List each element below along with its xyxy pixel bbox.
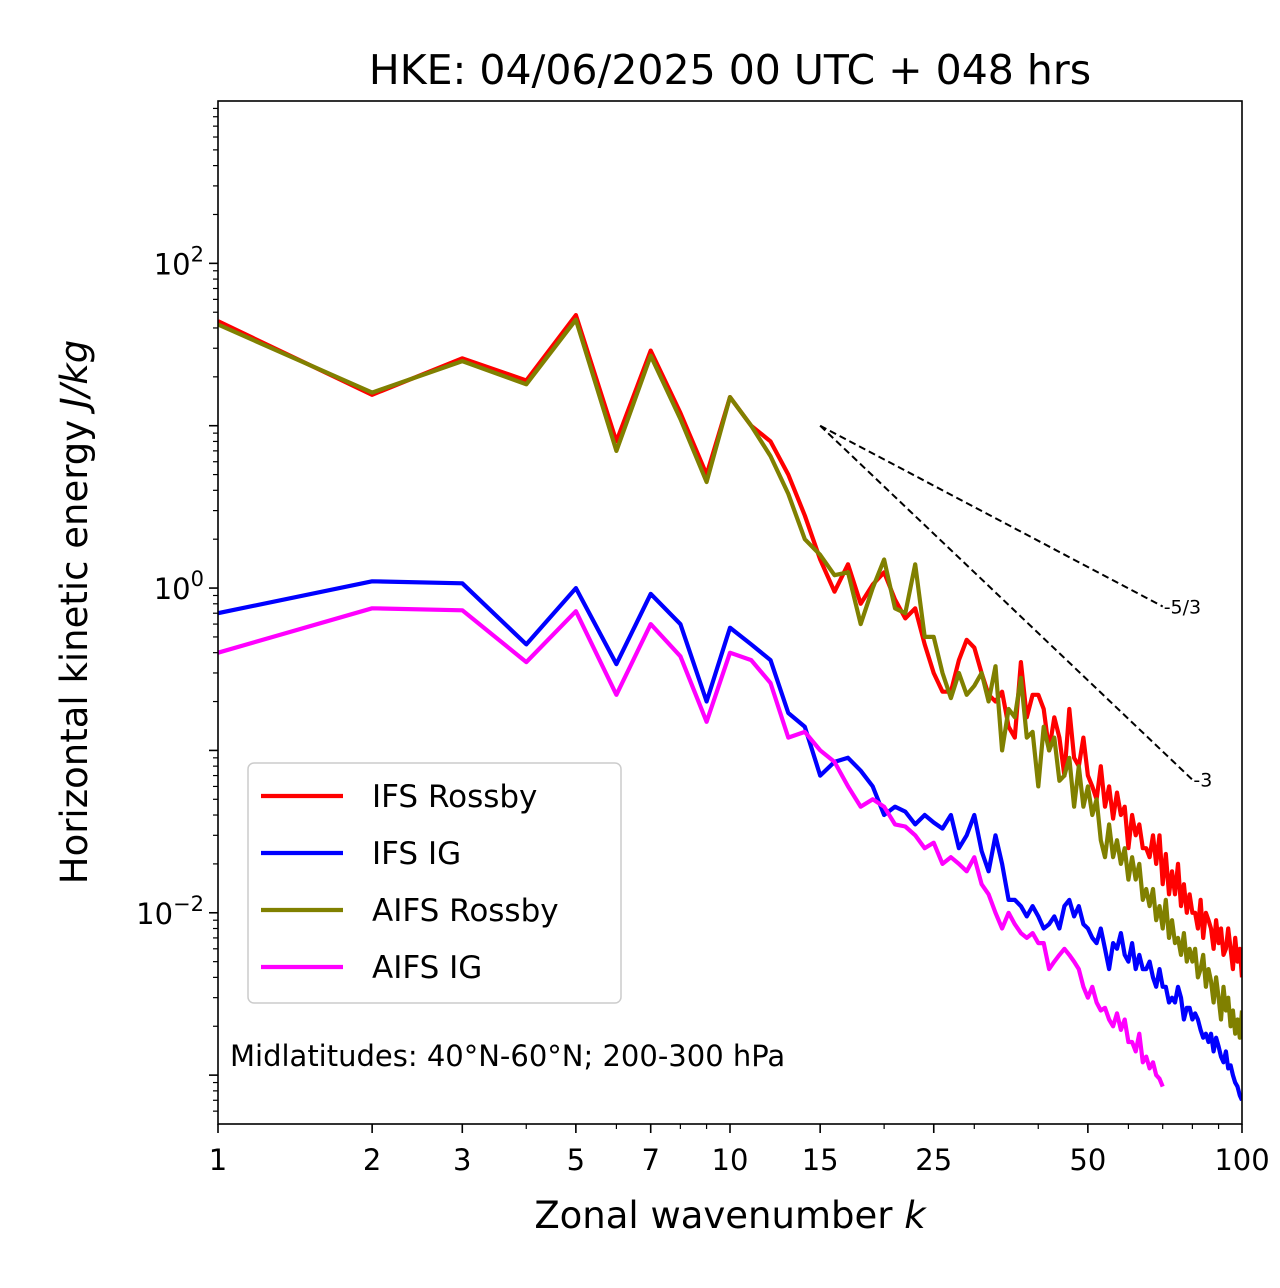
legend-box (247, 762, 622, 1004)
y-axis-label-text: Horizontal kinetic energy (53, 408, 96, 884)
x-axis-label-text: Zonal wavenumber (534, 1194, 904, 1237)
x-tick-label: 15 (802, 1143, 839, 1177)
y-tick-exponent: −2 (173, 892, 204, 916)
slope-label-5-3: -5/3 (1164, 596, 1201, 618)
x-tick-label: 25 (915, 1143, 952, 1177)
x-axis-label-variable: k (904, 1194, 927, 1237)
slope-label-3: -3 (1193, 770, 1212, 792)
series-line-ifs-rossby (218, 313, 1242, 978)
legend-label-aifs-ig: AIFS IG (372, 950, 482, 986)
y-tick-exponent: 2 (191, 242, 204, 266)
legend-entries: IFS Rossby IFS IG AIFS Rossby AIFS IG (261, 779, 559, 986)
region-annotation: Midlatitudes: 40°N-60°N; 200-300 hPa (230, 1039, 785, 1073)
chart-title: HKE: 04/06/2025 00 UTC + 048 hrs (369, 46, 1091, 94)
reference-slopes: -5/3 -3 (819, 424, 1212, 792)
y-tick-base: 10 (154, 572, 191, 606)
x-tick-label: 100 (1214, 1143, 1269, 1177)
y-tick-label: 10−2 (136, 892, 204, 931)
series-line-ifs-ig (218, 579, 1242, 1102)
x-tick-label: 50 (1069, 1143, 1106, 1177)
slope-line-3 (819, 424, 1194, 781)
x-tick-label: 7 (641, 1143, 659, 1177)
series-line-aifs-rossby (218, 317, 1242, 1040)
y-axis-label-unit: J/kg (53, 340, 96, 415)
legend-label-aifs-rossby: AIFS Rossby (372, 893, 559, 929)
series-layer (218, 313, 1242, 1102)
legend-label-ifs-rossby: IFS Rossby (372, 779, 537, 815)
x-tick-label: 1 (209, 1143, 227, 1177)
legend-label-ifs-ig: IFS IG (372, 836, 461, 872)
y-tick-label: 100 (154, 567, 204, 606)
y-axis-label: Horizontal kinetic energy J/kg (53, 340, 96, 884)
series-line-aifs-ig (218, 606, 1165, 1088)
x-tick-label: 2 (363, 1143, 381, 1177)
slope-line-5-3 (819, 424, 1164, 608)
y-tick-base: 10 (136, 897, 173, 931)
x-tick-label: 10 (712, 1143, 749, 1177)
y-tick-exponent: 0 (191, 567, 204, 591)
y-tick-label: 102 (154, 242, 204, 281)
y-tick-base: 10 (154, 247, 191, 281)
plot-frame (217, 100, 1243, 1125)
x-tick-label: 3 (453, 1143, 471, 1177)
x-tick-label: 5 (567, 1143, 585, 1177)
legend: IFS Rossby IFS IG AIFS Rossby AIFS IG (247, 762, 622, 1004)
x-axis-label: Zonal wavenumber k (534, 1194, 927, 1237)
